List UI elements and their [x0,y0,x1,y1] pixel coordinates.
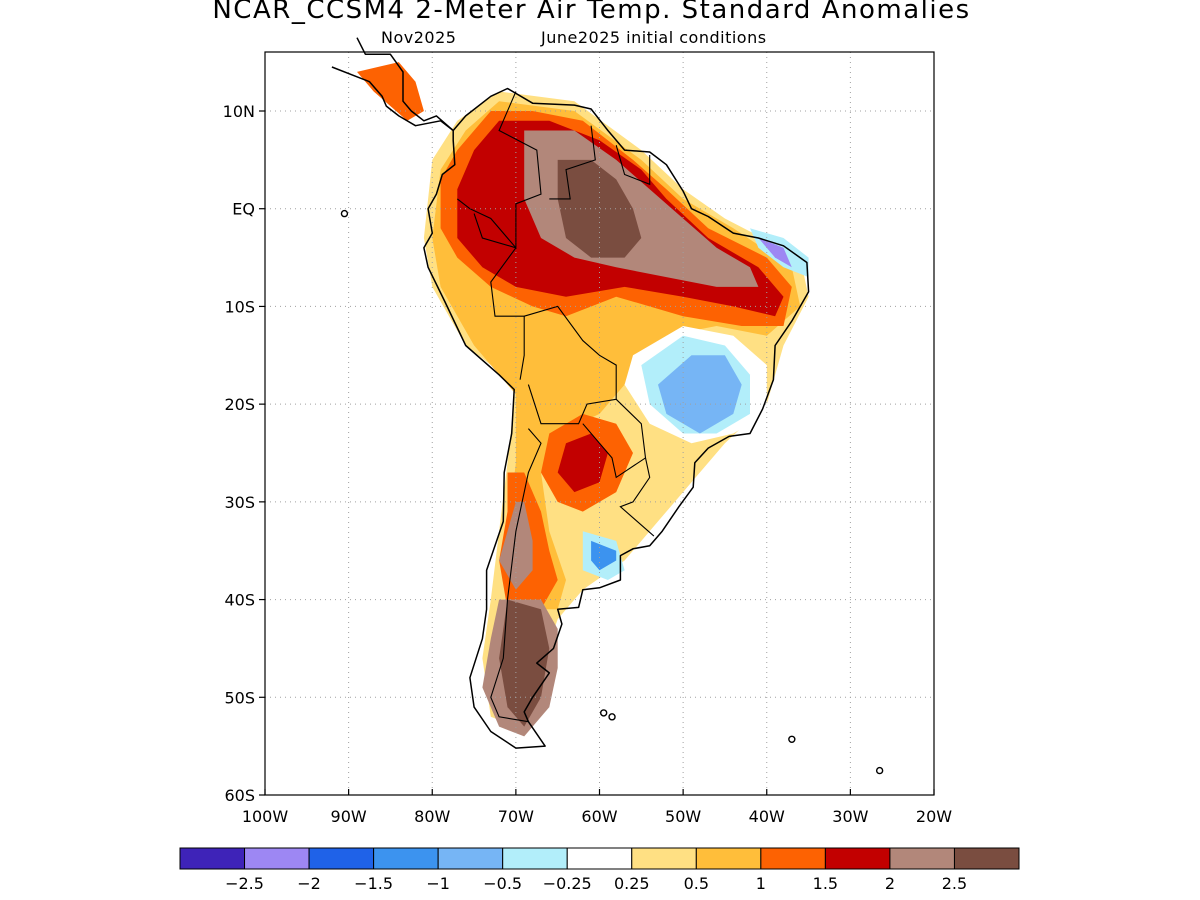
anomaly-region-3 [557,159,642,258]
map-title: NCAR_CCSM4 2-Meter Air Temp. Standard An… [212,0,971,25]
island [599,709,608,717]
legend-swatch [373,847,439,870]
lon-tick-label: 40W [749,807,785,826]
lon-tick-label: 100W [242,807,289,826]
legend-swatch [695,847,762,870]
lat-tick-label: 30S [224,493,255,512]
legend-label: −1 [426,874,450,893]
anomaly-region-andes-core [499,501,533,590]
legend-swatch [502,847,568,870]
legend-label: 0.25 [614,874,650,893]
legend-swatch [631,847,697,870]
lat-tick-label: 60S [224,786,255,805]
latitude-axis: 10N EQ 10S 20S 30S 40S 50S 60S [223,102,265,805]
anomaly-region-chaco-core [557,433,608,493]
country-border [490,428,542,723]
legend-swatch [244,847,310,870]
legend-label: −0.25 [543,874,592,893]
lon-tick-label: 80W [414,807,450,826]
coastline-central-america [331,37,454,132]
country-border [473,213,517,249]
legend-label: −2 [297,874,321,893]
color-legend: −2.5 −2 −1.5 −1 −0.5 −0.25 0.25 0.5 1 1.5 2 2.5 [179,847,1020,893]
forecast-month: Nov2025 [381,28,457,47]
lat-tick-label: 10N [223,102,255,121]
country-border [619,457,655,537]
legend-label: 1.5 [813,874,838,893]
legend-swatch [889,847,955,870]
lat-tick-label: 20S [224,395,255,414]
anomaly-shading [357,62,809,737]
lat-tick-label: 50S [224,688,255,707]
anomaly-region-ne-coast-core [758,238,792,268]
lon-tick-label: 20W [916,807,952,826]
lon-tick-label: 90W [331,807,367,826]
lat-tick-label: EQ [232,200,255,219]
legend-swatch [437,847,504,870]
island [788,735,796,744]
lon-tick-label: 70W [498,807,534,826]
anomaly-region-brazil-cooler [658,355,742,434]
coastline-south-america [423,87,810,749]
legend-swatch [760,847,826,870]
lon-tick-label: 50W [665,807,701,826]
legend-swatch [566,847,633,870]
lon-tick-label: 60W [581,807,617,826]
legend-swatch [824,847,891,870]
anomaly-region-central-america [357,62,424,121]
lon-tick-label: 30W [832,807,868,826]
island [608,713,616,721]
legend-swatch [179,847,246,870]
lat-tick-label: 10S [224,297,255,316]
legend-label: −1.5 [354,874,393,893]
legend-label: 2 [885,874,895,893]
legend-swatch [953,847,1020,870]
legend-label: −2.5 [225,874,264,893]
lat-tick-label: 40S [224,591,255,610]
country-border [582,398,647,479]
country-border [524,305,617,425]
legend-label: 2.5 [942,874,967,893]
country-border [549,125,596,200]
island [875,766,884,775]
anomaly-region-patagonia-core [499,599,550,727]
longitude-axis: 100W 90W 80W 70W 60W 50W 40W 30W 20W [242,789,952,826]
legend-swatch [308,847,375,870]
coastlines [331,37,884,775]
country-border [490,247,525,380]
initial-conditions: June2025 initial conditions [541,28,767,47]
island [340,209,349,218]
country-border [456,91,542,250]
legend-label: 1 [756,874,766,893]
country-border [615,145,651,186]
legend-label: 0.5 [684,874,709,893]
anomaly-region-plata-core [591,540,617,571]
legend-label: −0.5 [483,874,522,893]
